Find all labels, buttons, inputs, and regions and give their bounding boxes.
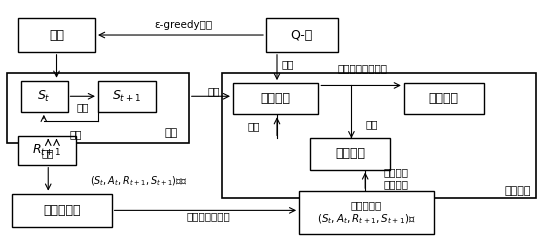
Text: 环境: 环境 xyxy=(165,128,178,138)
Text: $S_{t+1}$: $S_{t+1}$ xyxy=(112,89,141,104)
Text: 每隔一定步数更新: 每隔一定步数更新 xyxy=(337,64,387,74)
Text: $S_t$: $S_t$ xyxy=(37,89,51,104)
Text: $R_{t+1}$: $R_{t+1}$ xyxy=(32,143,61,158)
FancyBboxPatch shape xyxy=(233,83,319,114)
Text: $(S_t,A_t,R_{t+1},S_{t+1})$存入: $(S_t,A_t,R_{t+1},S_{t+1})$存入 xyxy=(90,175,187,188)
FancyBboxPatch shape xyxy=(7,73,189,143)
Text: 输出: 输出 xyxy=(42,148,54,158)
Text: 评估网络: 评估网络 xyxy=(260,92,291,105)
Text: 更新: 更新 xyxy=(70,129,82,139)
FancyBboxPatch shape xyxy=(404,83,484,114)
FancyBboxPatch shape xyxy=(266,18,337,52)
Text: 存满后随机抽样: 存满后随机抽样 xyxy=(186,211,230,221)
Text: 目标网络: 目标网络 xyxy=(429,92,459,105)
Text: 评估: 评估 xyxy=(282,59,294,69)
Text: 动作: 动作 xyxy=(49,28,64,42)
Text: 神经网络: 神经网络 xyxy=(504,186,531,196)
FancyBboxPatch shape xyxy=(222,73,536,198)
FancyBboxPatch shape xyxy=(20,81,68,112)
FancyBboxPatch shape xyxy=(98,81,156,112)
FancyBboxPatch shape xyxy=(310,138,390,170)
Text: 损失函数: 损失函数 xyxy=(335,148,365,160)
Text: 固定数量个
$(S_t,A_t,R_{t+1},S_{t+1})$对: 固定数量个 $(S_t,A_t,R_{t+1},S_{t+1})$对 xyxy=(317,200,416,226)
Text: 经验回放池: 经验回放池 xyxy=(43,204,81,217)
Text: ε-greedy选择: ε-greedy选择 xyxy=(154,20,212,30)
FancyBboxPatch shape xyxy=(12,194,112,227)
Text: Q-值: Q-值 xyxy=(291,28,313,42)
Text: 求解: 求解 xyxy=(365,119,378,129)
FancyBboxPatch shape xyxy=(299,191,434,234)
Text: 更新: 更新 xyxy=(248,121,260,131)
Text: 用于求解
损失函数: 用于求解 损失函数 xyxy=(383,167,408,189)
Text: 步进: 步进 xyxy=(76,102,89,112)
Text: 输入: 输入 xyxy=(207,87,220,96)
FancyBboxPatch shape xyxy=(18,18,95,52)
FancyBboxPatch shape xyxy=(18,136,76,165)
